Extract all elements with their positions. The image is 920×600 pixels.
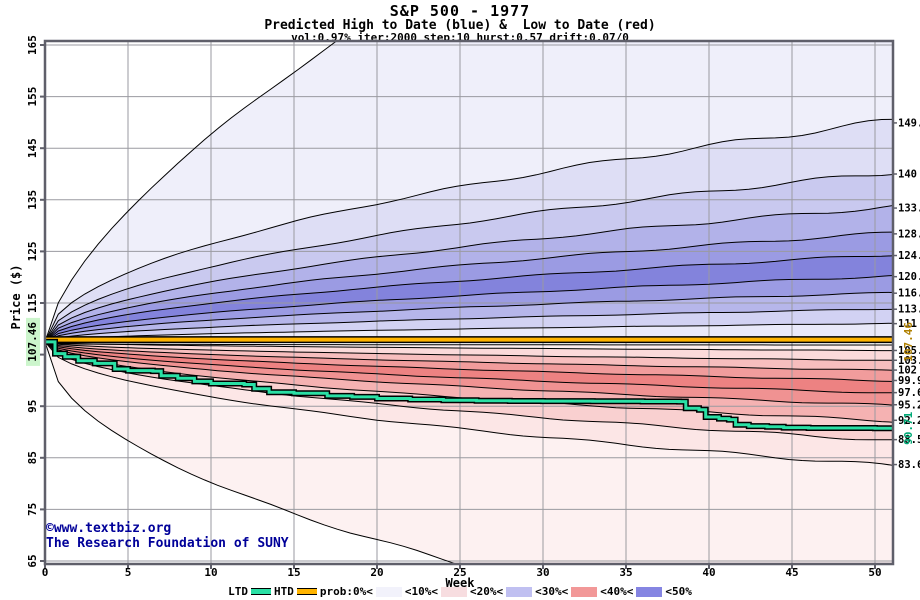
chart-title: S&P 500 - 1977 (389, 2, 531, 20)
svg-text:135: 135 (26, 190, 39, 210)
prob-band-swatch (375, 586, 402, 597)
svg-text:25: 25 (453, 566, 466, 579)
legend-ltd-label: LTD (228, 585, 248, 598)
prob-legend-label: <50% (665, 585, 692, 598)
right-edge-band-labels: 149.9 140 133.4 128.4 124.2 120.1 116.9 113.8 11… (898, 117, 920, 471)
legend-htd-label: HTD (274, 585, 294, 598)
svg-text:145: 145 (26, 138, 39, 158)
line-end-labels: 107.46 90.71 (902, 322, 915, 445)
svg-text:90.71: 90.71 (902, 411, 915, 444)
chart-legend: LTD HTD prob:0%< <10%< <20%< <30%< <40%< <50% (0, 585, 920, 598)
prob-legend-label: <10%< (404, 585, 438, 598)
prob-legend-label: <40%< (600, 585, 634, 598)
watermark-site: ©www.textbiz.org (46, 521, 172, 536)
svg-text:102: 102 (898, 365, 917, 377)
chart-subtitle: Predicted High to Date (blue) & Low to D… (264, 18, 656, 33)
svg-text:5: 5 (125, 566, 132, 579)
svg-text:107.46: 107.46 (26, 322, 39, 362)
svg-text:128.4: 128.4 (898, 228, 920, 240)
svg-text:116.9: 116.9 (898, 288, 920, 300)
y-axis-tick-labels: 16515514513512511510595857565 (26, 35, 39, 568)
svg-text:120.1: 120.1 (898, 271, 920, 283)
ltd-line (45, 338, 893, 432)
gridlines (45, 41, 893, 564)
htd-line-swatch (296, 588, 317, 595)
svg-text:40: 40 (702, 566, 715, 579)
svg-text:103.9: 103.9 (898, 355, 920, 367)
plot-area (45, 41, 893, 564)
svg-text:155: 155 (26, 87, 39, 107)
svg-text:85: 85 (26, 451, 39, 464)
prob-legend-label: prob:0%< (319, 585, 373, 598)
svg-text:149.9: 149.9 (898, 117, 920, 129)
svg-text:111: 111 (898, 318, 917, 330)
prob-band-swatch (636, 586, 663, 597)
prob-band-swatch (571, 586, 598, 597)
prob-band-swatch (506, 586, 533, 597)
svg-text:92.27: 92.27 (898, 415, 920, 427)
svg-text:133.4: 133.4 (898, 203, 920, 215)
start-price-label: 107.46 (26, 317, 40, 366)
svg-text:83.69: 83.69 (898, 459, 920, 471)
svg-text:105.8: 105.8 (898, 345, 920, 357)
svg-text:0: 0 (42, 566, 49, 579)
x-axis-tick-labels: 0 5 10 15 20 25 30 35 40 45 50 (42, 566, 882, 579)
svg-text:113.8: 113.8 (898, 304, 920, 316)
svg-text:124.2: 124.2 (898, 250, 920, 262)
tick-marks (40, 44, 897, 569)
prob-legend-label: <20%< (469, 585, 504, 598)
svg-text:88.52: 88.52 (898, 434, 920, 446)
svg-text:95.28: 95.28 (898, 399, 920, 411)
svg-text:20: 20 (370, 566, 383, 579)
svg-text:95: 95 (26, 400, 39, 413)
svg-text:165: 165 (26, 35, 39, 55)
svg-text:99.98: 99.98 (898, 375, 920, 387)
probability-legend: prob:0%< <10%< <20%< <30%< <40%< <50% (320, 585, 692, 598)
svg-text:107.46: 107.46 (902, 322, 915, 362)
svg-text:97.63: 97.63 (898, 387, 920, 399)
svg-text:125: 125 (26, 241, 39, 261)
prob-band-swatch (440, 586, 467, 597)
watermark-org: The Research Foundation of SUNY (46, 536, 289, 551)
svg-text:10: 10 (204, 566, 217, 579)
ltd-line-swatch (251, 588, 271, 595)
svg-text:35: 35 (619, 566, 632, 579)
svg-text:45: 45 (785, 566, 798, 579)
prob-legend-label: <30%< (535, 585, 569, 598)
y-axis-title: Price ($) (9, 264, 23, 330)
svg-text:50: 50 (868, 566, 881, 579)
svg-text:65: 65 (26, 554, 39, 567)
svg-text:30: 30 (536, 566, 549, 579)
svg-text:140: 140 (898, 169, 917, 181)
svg-text:75: 75 (26, 503, 39, 516)
high-to-date-fan (45, 41, 893, 342)
svg-text:115: 115 (26, 293, 39, 313)
svg-text:15: 15 (287, 566, 300, 579)
